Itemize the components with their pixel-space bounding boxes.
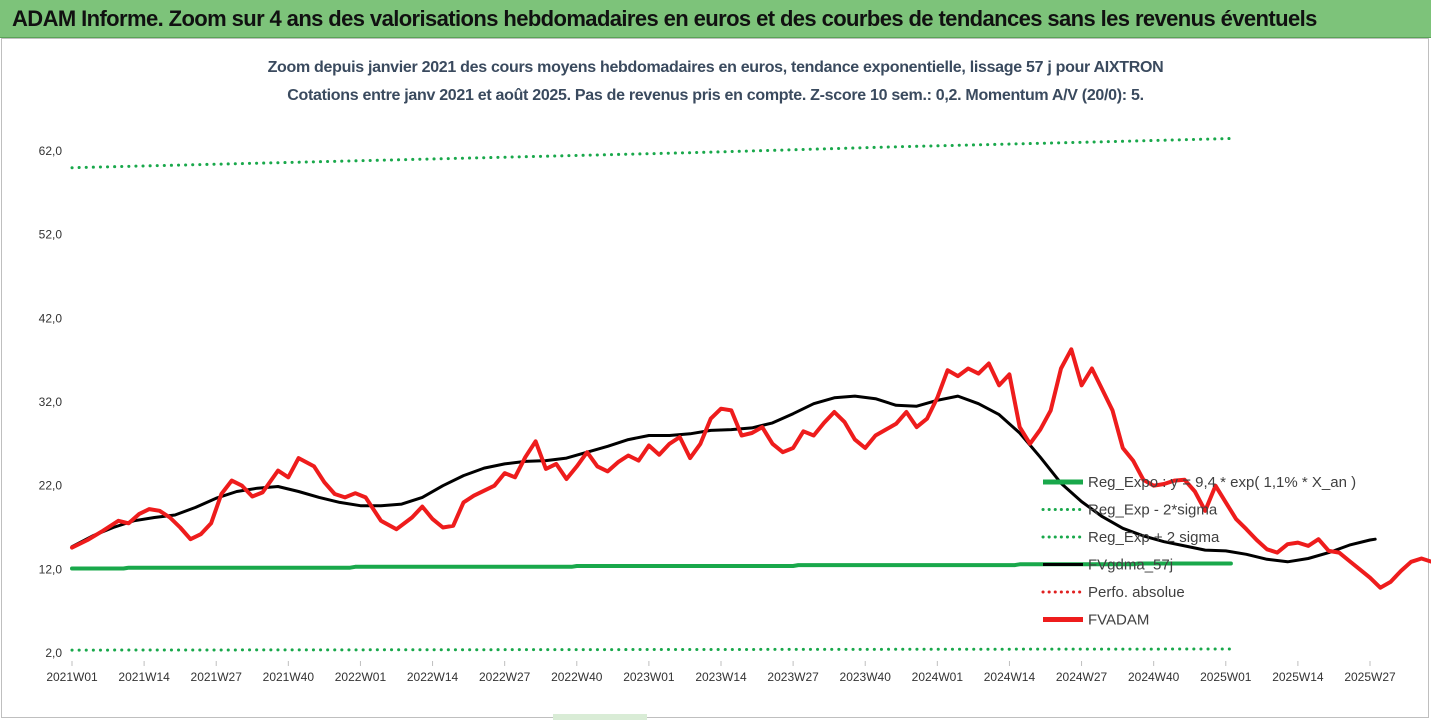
y-tick-label: 42,0 — [39, 311, 63, 325]
x-tick-label: 2023W01 — [623, 670, 675, 684]
series-line-reg-minus-2sigma — [70, 647, 1233, 652]
series-line-fvadam — [70, 347, 1431, 590]
chart-subtitle: Cotations entre janv 2021 et août 2025. … — [287, 87, 1144, 104]
x-tick-label: 2021W14 — [118, 670, 170, 684]
x-tick-label: 2022W27 — [479, 670, 531, 684]
y-tick-label: 12,0 — [39, 562, 63, 576]
x-tick-label: 2024W14 — [984, 670, 1036, 684]
x-tick-label: 2021W01 — [46, 670, 98, 684]
x-tick-label: 2021W27 — [191, 670, 243, 684]
legend-label: Reg_Exp + 2 sigma — [1088, 529, 1220, 546]
legend-label: Reg_Expo : y = 9,4 * exp( 1,1% * X_an ) — [1088, 474, 1356, 491]
header-bar: ADAM Informe. Zoom sur 4 ans des valoris… — [0, 0, 1431, 38]
x-tick-label: 2025W14 — [1272, 670, 1324, 684]
y-tick-label: 32,0 — [39, 395, 63, 409]
x-tick-label: 2023W14 — [695, 670, 747, 684]
series-line-reg-plus-2sigma — [70, 137, 1233, 170]
y-tick-label: 22,0 — [39, 479, 63, 493]
legend-label: Perfo. absolue — [1088, 584, 1185, 601]
y-tick-label: 62,0 — [39, 144, 63, 158]
x-tick-label: 2025W27 — [1344, 670, 1396, 684]
x-tick-label: 2023W27 — [767, 670, 819, 684]
x-tick-label: 2021W40 — [263, 670, 315, 684]
chart-title: Zoom depuis janvier 2021 des cours moyen… — [267, 59, 1164, 76]
x-tick-label: 2025W01 — [1200, 670, 1252, 684]
x-tick-label: 2024W40 — [1128, 670, 1180, 684]
page-title: ADAM Informe. Zoom sur 4 ans des valoris… — [12, 6, 1317, 31]
x-tick-label: 2022W40 — [551, 670, 603, 684]
x-tick-label: 2022W01 — [335, 670, 387, 684]
series-line-fvgdma-57j — [70, 394, 1377, 564]
scrollbar-thumb[interactable] — [553, 714, 647, 720]
y-tick-label: 2,0 — [45, 646, 62, 660]
x-tick-label: 2024W01 — [912, 670, 964, 684]
y-tick-label: 52,0 — [39, 228, 63, 242]
series-line-reg-expo — [70, 561, 1233, 571]
x-tick-label: 2024W27 — [1056, 670, 1108, 684]
legend-label: FVADAM — [1088, 612, 1149, 629]
legend-label: FVgdma_57j — [1088, 557, 1173, 574]
x-tick-label: 2023W40 — [840, 670, 892, 684]
chart-frame — [1, 38, 1429, 718]
legend-label: Reg_Exp - 2*sigma — [1088, 502, 1218, 519]
x-tick-label: 2022W14 — [407, 670, 459, 684]
